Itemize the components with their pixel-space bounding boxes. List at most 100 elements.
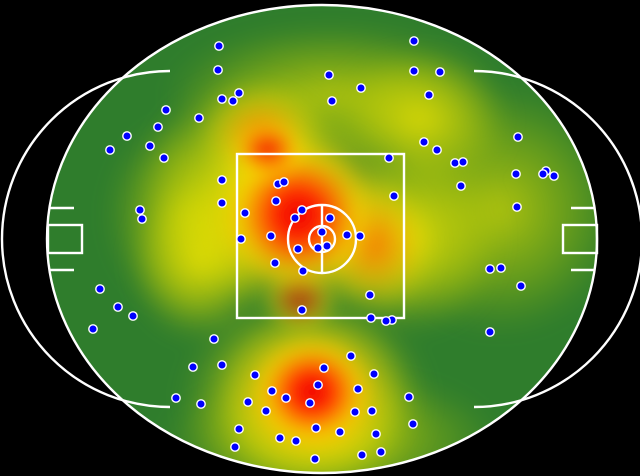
event-marker[interactable] bbox=[188, 362, 198, 372]
event-marker[interactable] bbox=[435, 67, 445, 77]
event-marker[interactable] bbox=[513, 132, 523, 142]
event-marker[interactable] bbox=[230, 442, 240, 452]
event-marker[interactable] bbox=[335, 427, 345, 437]
event-marker[interactable] bbox=[485, 264, 495, 274]
event-marker[interactable] bbox=[371, 429, 381, 439]
event-marker[interactable] bbox=[419, 137, 429, 147]
event-marker[interactable] bbox=[145, 141, 155, 151]
event-marker[interactable] bbox=[549, 171, 559, 181]
event-marker[interactable] bbox=[105, 145, 115, 155]
event-marker[interactable] bbox=[450, 158, 460, 168]
event-marker[interactable] bbox=[369, 369, 379, 379]
event-marker[interactable] bbox=[214, 41, 224, 51]
event-marker[interactable] bbox=[366, 313, 376, 323]
event-marker[interactable] bbox=[456, 181, 466, 191]
center-square bbox=[235, 152, 406, 320]
event-marker[interactable] bbox=[113, 302, 123, 312]
event-marker[interactable] bbox=[240, 208, 250, 218]
event-marker[interactable] bbox=[250, 370, 260, 380]
event-marker[interactable] bbox=[217, 360, 227, 370]
event-marker[interactable] bbox=[357, 450, 367, 460]
right-fifty-arc bbox=[473, 69, 640, 409]
event-marker[interactable] bbox=[313, 243, 323, 253]
event-marker[interactable] bbox=[159, 153, 169, 163]
event-marker[interactable] bbox=[234, 88, 244, 98]
event-marker[interactable] bbox=[228, 96, 238, 106]
event-marker[interactable] bbox=[313, 380, 323, 390]
event-marker[interactable] bbox=[376, 447, 386, 457]
event-marker[interactable] bbox=[311, 423, 321, 433]
event-marker[interactable] bbox=[409, 66, 419, 76]
event-marker[interactable] bbox=[458, 157, 468, 167]
hotspot-mid-bridge bbox=[262, 266, 338, 334]
event-marker[interactable] bbox=[297, 305, 307, 315]
event-marker[interactable] bbox=[271, 196, 281, 206]
event-marker[interactable] bbox=[135, 205, 145, 215]
event-marker[interactable] bbox=[310, 454, 320, 464]
event-marker[interactable] bbox=[342, 230, 352, 240]
event-marker[interactable] bbox=[194, 113, 204, 123]
event-marker[interactable] bbox=[346, 351, 356, 361]
event-marker[interactable] bbox=[384, 153, 394, 163]
event-marker[interactable] bbox=[293, 244, 303, 254]
event-marker[interactable] bbox=[236, 234, 246, 244]
event-marker[interactable] bbox=[213, 65, 223, 75]
event-marker[interactable] bbox=[196, 399, 206, 409]
event-marker[interactable] bbox=[512, 202, 522, 212]
event-marker[interactable] bbox=[153, 122, 163, 132]
event-marker[interactable] bbox=[381, 316, 391, 326]
event-marker[interactable] bbox=[217, 198, 227, 208]
event-marker[interactable] bbox=[327, 96, 337, 106]
event-marker[interactable] bbox=[279, 177, 289, 187]
event-marker[interactable] bbox=[409, 36, 419, 46]
event-marker[interactable] bbox=[305, 398, 315, 408]
event-marker[interactable] bbox=[128, 311, 138, 321]
event-marker[interactable] bbox=[275, 433, 285, 443]
event-marker[interactable] bbox=[496, 263, 506, 273]
event-marker[interactable] bbox=[261, 406, 271, 416]
event-marker[interactable] bbox=[217, 175, 227, 185]
event-marker[interactable] bbox=[367, 406, 377, 416]
event-marker[interactable] bbox=[424, 90, 434, 100]
event-marker[interactable] bbox=[356, 83, 366, 93]
event-marker[interactable] bbox=[350, 407, 360, 417]
event-marker[interactable] bbox=[408, 419, 418, 429]
event-marker[interactable] bbox=[209, 334, 219, 344]
event-marker[interactable] bbox=[171, 393, 181, 403]
event-marker[interactable] bbox=[281, 393, 291, 403]
event-marker[interactable] bbox=[485, 327, 495, 337]
event-marker[interactable] bbox=[516, 281, 526, 291]
event-marker[interactable] bbox=[267, 386, 277, 396]
event-marker[interactable] bbox=[234, 424, 244, 434]
event-marker[interactable] bbox=[324, 70, 334, 80]
event-marker[interactable] bbox=[353, 384, 363, 394]
event-marker[interactable] bbox=[297, 205, 307, 215]
event-marker[interactable] bbox=[511, 169, 521, 179]
event-marker[interactable] bbox=[322, 241, 332, 251]
event-marker[interactable] bbox=[298, 266, 308, 276]
event-marker[interactable] bbox=[243, 397, 253, 407]
event-marker[interactable] bbox=[389, 191, 399, 201]
event-marker[interactable] bbox=[95, 284, 105, 294]
event-marker[interactable] bbox=[432, 145, 442, 155]
event-marker[interactable] bbox=[217, 94, 227, 104]
event-marker[interactable] bbox=[355, 231, 365, 241]
event-marker[interactable] bbox=[137, 214, 147, 224]
event-marker[interactable] bbox=[270, 258, 280, 268]
hotspot-upper-ridge bbox=[230, 118, 306, 182]
event-marker[interactable] bbox=[266, 231, 276, 241]
event-marker[interactable] bbox=[404, 392, 414, 402]
event-marker[interactable] bbox=[290, 213, 300, 223]
event-marker[interactable] bbox=[317, 227, 327, 237]
event-marker[interactable] bbox=[325, 213, 335, 223]
event-marker[interactable] bbox=[88, 324, 98, 334]
event-marker[interactable] bbox=[291, 436, 301, 446]
event-marker[interactable] bbox=[319, 363, 329, 373]
event-marker[interactable] bbox=[538, 169, 548, 179]
event-marker-layer[interactable] bbox=[88, 36, 559, 464]
event-marker[interactable] bbox=[122, 131, 132, 141]
event-marker[interactable] bbox=[365, 290, 375, 300]
hotspot-lower bbox=[250, 334, 374, 450]
event-marker[interactable] bbox=[161, 105, 171, 115]
